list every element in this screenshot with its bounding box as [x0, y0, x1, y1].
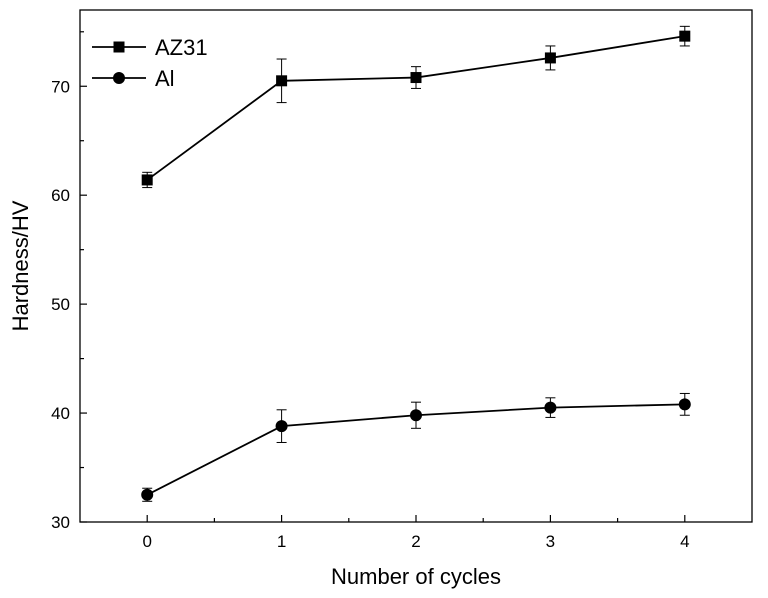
data-point-circle	[141, 488, 154, 501]
legend-marker-square	[113, 41, 125, 53]
x-tick-label: 3	[546, 532, 555, 551]
x-tick-label: 1	[277, 532, 286, 551]
series-az31	[141, 25, 691, 189]
legend-label: Al	[155, 66, 175, 91]
data-point-square	[544, 52, 556, 64]
y-tick-label: 30	[51, 513, 70, 532]
legend-label: AZ31	[155, 35, 208, 60]
x-axis-ticks: 0 1 2 3 4	[142, 515, 690, 551]
series-layer	[141, 25, 691, 502]
legend-marker-circle	[113, 72, 125, 84]
data-point-square	[276, 75, 288, 87]
x-axis-label: Number of cycles	[331, 564, 501, 589]
legend: AZ31 Al	[92, 35, 208, 91]
y-tick-label: 70	[51, 77, 70, 96]
y-axis-label: Hardness/HV	[8, 200, 33, 331]
x-tick-label: 2	[411, 532, 420, 551]
data-point-circle	[544, 401, 557, 414]
data-point-square	[679, 30, 691, 42]
data-point-circle	[410, 409, 422, 422]
y-tick-label: 40	[51, 404, 70, 423]
x-tick-label: 0	[142, 532, 151, 551]
data-point-circle	[275, 420, 288, 433]
series-al	[141, 392, 691, 502]
data-point-square	[141, 174, 153, 186]
x-tick-label: 4	[680, 532, 689, 551]
series-line	[146, 35, 685, 181]
y-tick-label: 50	[51, 295, 70, 314]
data-point-circle	[678, 398, 691, 411]
data-point-square	[410, 72, 422, 84]
y-tick-label: 60	[51, 186, 70, 205]
y-axis-ticks: 30 40 50 60 70	[51, 31, 87, 532]
